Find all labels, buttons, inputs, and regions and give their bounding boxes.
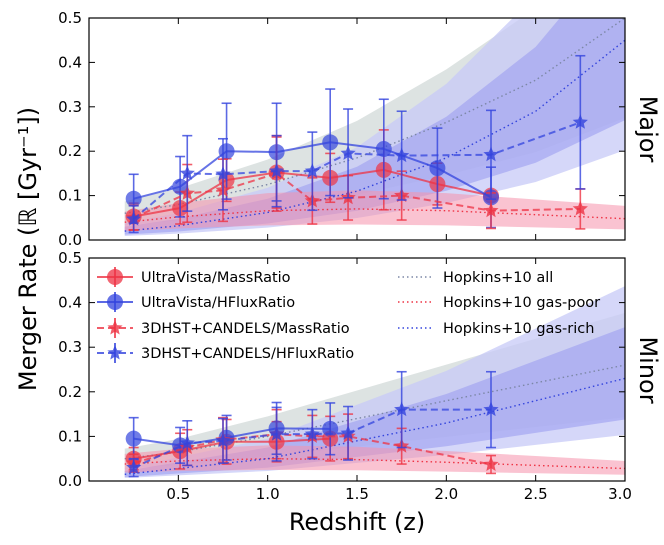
- data-point-circle: [375, 140, 392, 157]
- data-point-star: [126, 459, 142, 475]
- data-point-star: [304, 163, 320, 178]
- y-tick-labels-minor: 0.0 0.1 0.2 0.3 0.4 0.5: [58, 249, 82, 490]
- model-line-gas-rich: [124, 39, 625, 232]
- axis-ticks: [88, 17, 626, 482]
- x-tick-label: 3.0: [608, 485, 632, 503]
- legend-marker-star: [107, 320, 123, 335]
- panel-label-minor: Minor: [634, 336, 662, 403]
- y-tick-label: 0.2: [58, 142, 82, 160]
- series-line: [133, 408, 491, 469]
- legend-marker-star: [107, 345, 123, 360]
- series-line: [133, 121, 581, 220]
- legend: UltraVista/MassRatio UltraVista/HFluxRat…: [97, 267, 600, 363]
- data-point-star: [304, 426, 320, 441]
- y-tick-label: 0.5: [58, 249, 82, 267]
- legend-marker-circle: [107, 269, 123, 285]
- legend-marker-circle: [107, 294, 123, 310]
- data-point-star: [394, 401, 410, 417]
- data-point-circle: [322, 134, 339, 151]
- data-point-star: [483, 456, 499, 471]
- band-gas-poor: [124, 445, 625, 475]
- data-point-star: [269, 426, 285, 441]
- x-tick-label: 0.5: [166, 485, 190, 503]
- x-tick-label: 1.5: [345, 485, 369, 503]
- data-point-circle: [429, 160, 446, 177]
- data-point-circle: [125, 190, 142, 207]
- legend-label: Hopkins+10 gas-rich: [443, 321, 594, 337]
- y-tick-label: 0.2: [58, 383, 82, 401]
- series-major: [125, 54, 588, 234]
- legend-label: 3DHST+CANDELS/MassRatio: [141, 321, 350, 337]
- legend-label: Hopkins+10 all: [443, 270, 553, 286]
- y-tick-labels-major: 0.0 0.1 0.2 0.3 0.4 0.5: [58, 9, 82, 249]
- y-tick-label: 0.0: [58, 231, 82, 249]
- data-point-star: [126, 211, 142, 226]
- legend-markers: [97, 267, 434, 363]
- y-tick-label: 0.1: [58, 427, 82, 445]
- legend-label: UltraVista/MassRatio: [141, 270, 291, 286]
- legend-label: UltraVista/HFluxRatio: [141, 295, 295, 311]
- y-tick-label: 0.3: [58, 338, 82, 356]
- x-tick-label: 2.5: [524, 485, 548, 503]
- data-point-circle: [322, 420, 339, 437]
- series-minor: [125, 370, 499, 478]
- legend-label: 3DHST+CANDELS/HFluxRatio: [141, 346, 354, 362]
- data-point-star: [572, 114, 588, 129]
- model-bands-minor: [124, 286, 625, 478]
- panel-label-major: Major: [634, 96, 662, 163]
- y-tick-label: 0.4: [58, 53, 82, 71]
- y-tick-label: 0.3: [58, 98, 82, 116]
- band-gas-rich-outer: [124, 18, 625, 237]
- x-tick-label: 1.0: [256, 485, 280, 503]
- band-gas-rich: [124, 327, 625, 477]
- data-point-star: [215, 432, 231, 448]
- y-tick-label: 0.0: [58, 472, 82, 490]
- data-point-star: [340, 425, 356, 440]
- y-tick-label: 0.5: [58, 9, 82, 27]
- data-point-star: [215, 166, 231, 181]
- series-line: [133, 172, 581, 219]
- data-point-star: [179, 165, 195, 180]
- y-tick-label: 0.1: [58, 187, 82, 205]
- data-point-star: [483, 202, 499, 218]
- y-axis-label: Merger Rate (ℝ [Gyr⁻¹]): [14, 107, 42, 391]
- data-point-star: [269, 163, 285, 178]
- data-point-star: [340, 145, 356, 160]
- x-axis-label: Redshift (z): [289, 508, 425, 536]
- data-point-star: [179, 435, 195, 450]
- data-point-circle: [125, 430, 142, 447]
- y-tick-label: 0.4: [58, 294, 82, 312]
- x-tick-labels: 0.5 1.0 1.5 2.0 2.5 3.0: [166, 485, 632, 503]
- band-gas-poor: [124, 190, 625, 232]
- model-bands-major: [124, 18, 625, 237]
- x-tick-label: 2.0: [434, 485, 458, 503]
- legend-label: Hopkins+10 gas-poor: [443, 295, 600, 311]
- data-point-star: [483, 146, 499, 162]
- data-point-star: [572, 200, 588, 216]
- data-point-star: [394, 147, 410, 163]
- data-point-circle: [218, 143, 235, 160]
- model-line-gas-rich: [124, 377, 625, 476]
- data-point-star: [483, 401, 499, 417]
